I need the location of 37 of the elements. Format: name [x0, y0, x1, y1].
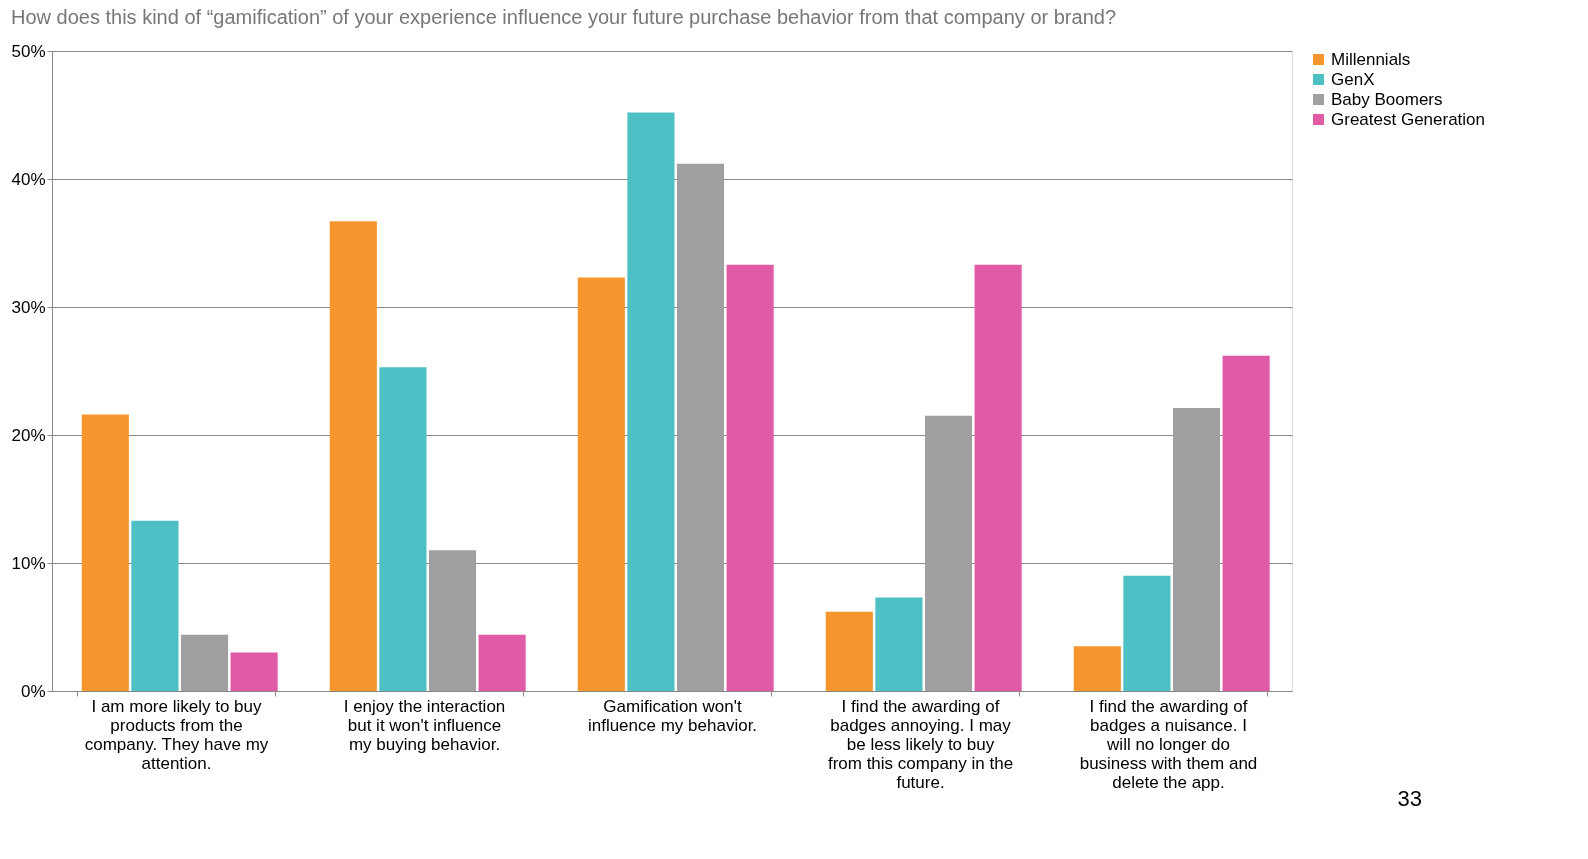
bar [1222, 355, 1270, 691]
x-tick-label: I am more likely to buy products from the company. They have my attention. [84, 696, 269, 773]
bar [924, 415, 973, 691]
bar [131, 520, 179, 691]
y-tick-label: 0% [20, 681, 46, 701]
legend-label: Greatest Generation [1331, 109, 1486, 129]
bar [1172, 408, 1221, 691]
bar [1123, 575, 1171, 691]
bar [230, 652, 278, 691]
bar [974, 264, 1022, 691]
y-tick-label: 30% [11, 297, 46, 317]
legend-label: Millennials [1331, 49, 1411, 69]
bar [577, 277, 625, 691]
bar [379, 367, 427, 691]
bar [726, 264, 774, 691]
bar [627, 112, 675, 691]
bar [1073, 646, 1121, 691]
bar [676, 163, 725, 691]
x-tick-label: Gamification won't influence my behavior. [587, 696, 758, 735]
bar [825, 611, 873, 691]
legend-label: Baby Boomers [1331, 89, 1443, 109]
y-tick-label: 10% [11, 553, 46, 573]
bar [875, 597, 923, 691]
x-tick-label: I find the awarding of badges a nuisance. I will no longer do business with them and delete the app. [1079, 696, 1258, 792]
text: 33 [1397, 786, 1422, 811]
y-tick-label: 20% [11, 425, 46, 445]
bar [81, 414, 129, 691]
bar [329, 221, 377, 691]
bar [478, 634, 526, 691]
y-tick-label: 40% [11, 169, 46, 189]
bar [428, 550, 477, 691]
chart-title: How does this kind of “gamification” of your experience influence your future purchase behavior from that company or brand? [10, 6, 1117, 28]
x-tick-label: I find the awarding of badges annoying. I may be less likely to buy from this company in the future. [827, 696, 1014, 792]
y-tick-label: 50% [11, 41, 46, 61]
x-tick-label: I enjoy the interaction but it won't influence my buying behavior. [343, 696, 506, 754]
legend-label: GenX [1331, 69, 1375, 89]
bar [180, 634, 229, 691]
